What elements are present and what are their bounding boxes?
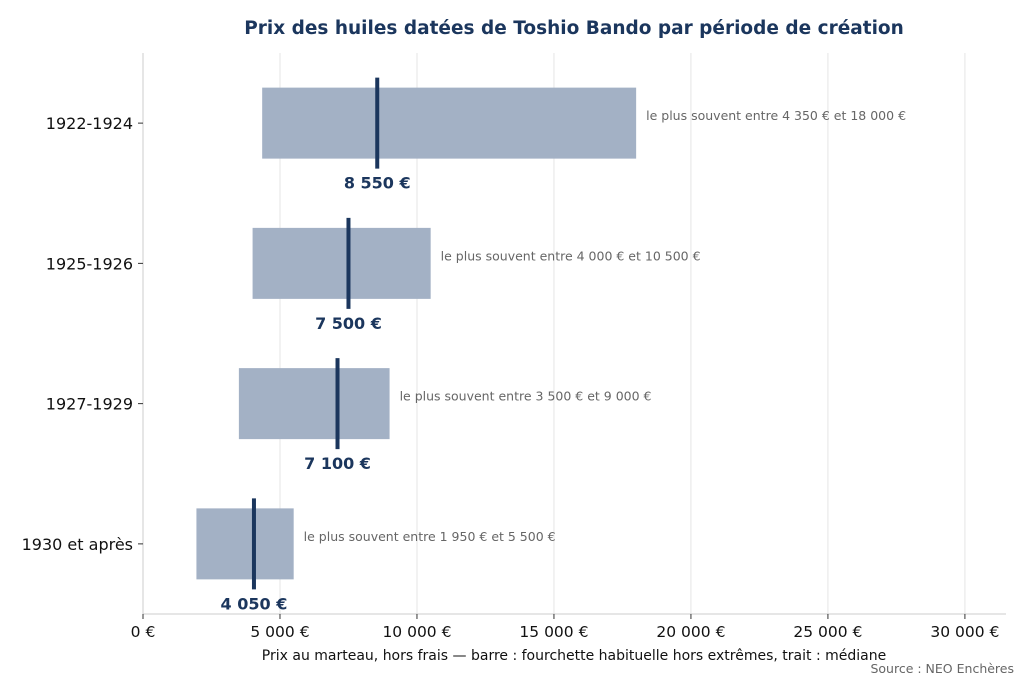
x-tick-label: 10 000 € xyxy=(382,623,451,641)
range-bar xyxy=(238,368,390,440)
range-bar xyxy=(262,87,637,159)
x-tick-label: 20 000 € xyxy=(656,623,725,641)
median-label: 4 050 € xyxy=(221,594,288,613)
range-annotation: le plus souvent entre 1 950 € et 5 500 € xyxy=(304,529,556,544)
y-tick-label: 1925-1926 xyxy=(46,254,133,273)
range-annotation: le plus souvent entre 4 350 € et 18 000 … xyxy=(646,108,906,123)
x-axis-label: Prix au marteau, hors frais — barre : fo… xyxy=(262,648,886,664)
x-tick-label: 15 000 € xyxy=(519,623,588,641)
median-label: 7 100 € xyxy=(304,454,371,473)
source-note: Source : NEO Enchères xyxy=(870,661,1014,676)
x-tick-label: 0 € xyxy=(131,623,156,641)
y-tick-label: 1930 et après xyxy=(22,535,133,554)
chart-title: Prix des huiles datées de Toshio Bando p… xyxy=(244,18,904,39)
range-annotation: le plus souvent entre 4 000 € et 10 500 … xyxy=(441,248,701,263)
range-bar xyxy=(252,227,431,299)
x-tick-label: 5 000 € xyxy=(250,623,309,641)
y-tick-label: 1927-1929 xyxy=(46,395,133,414)
y-tick-label: 1922-1924 xyxy=(46,114,133,133)
x-tick-label: 25 000 € xyxy=(793,623,862,641)
median-label: 8 550 € xyxy=(344,174,411,193)
range-annotation: le plus souvent entre 3 500 € et 9 000 € xyxy=(400,389,652,404)
range-bar xyxy=(196,508,294,580)
median-label: 7 500 € xyxy=(315,314,382,333)
x-tick-label: 30 000 € xyxy=(930,623,999,641)
